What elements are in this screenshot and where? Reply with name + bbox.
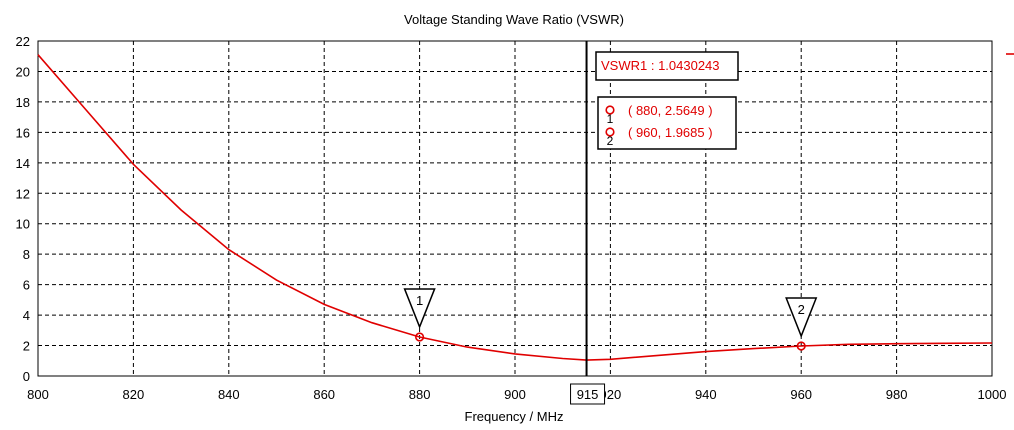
x-tick-label: 860 [313,387,335,402]
y-tick-label: 4 [23,308,30,323]
x-tick-label: 840 [218,387,240,402]
marker-1-point[interactable] [415,332,425,342]
marker-table-2-value: ( 960, 1.9685 ) [628,125,713,140]
cursor-frequency-value: 915 [577,387,599,402]
y-tick-label: 20 [16,64,30,79]
y-tick-label: 6 [23,278,30,293]
y-tick-label: 16 [16,125,30,140]
plot-frame [37,40,993,377]
x-tick-label: 800 [27,387,49,402]
markers-layer: 12 [403,288,818,351]
x-tick-label: 940 [695,387,717,402]
marker-2-point[interactable] [796,341,806,351]
cursor-readout-text: VSWR1 : 1.0430243 [601,58,720,73]
y-tick-label: 8 [23,247,30,262]
cursor-frequency-box[interactable]: 915 [570,383,606,405]
x-tick-label: 960 [790,387,812,402]
y-tick-label: 0 [23,369,30,384]
marker-1-flag[interactable] [403,288,436,329]
y-axis-ticks: 0 2 4 6 8 10 12 14 16 18 20 22 [16,34,30,384]
x-tick-label: 980 [886,387,908,402]
marker-table: 1 ( 880, 2.5649 ) 2 ( 960, 1.9685 ) [597,96,737,150]
x-axis-ticks: 800 820 840 860 880 900 920 940 960 980 1000 [27,387,1006,402]
marker-2-flag[interactable] [785,297,818,339]
marker-table-1-index: 1 [607,112,614,126]
grid-lines [38,41,992,376]
marker-1-number: 1 [416,293,423,308]
x-tick-label: 1000 [978,387,1007,402]
x-tick-label: 820 [123,387,145,402]
y-tick-label: 12 [16,186,30,201]
marker-2-number: 2 [798,302,805,317]
chart-title: Voltage Standing Wave Ratio (VSWR) [404,12,624,27]
cursor-readout-box: VSWR1 : 1.0430243 [595,51,739,81]
y-tick-label: 2 [23,339,30,354]
y-tick-label: 22 [16,34,30,49]
marker-table-1-icon [605,105,615,115]
marker-table-2-index: 2 [607,134,614,148]
x-axis-label: Frequency / MHz [465,409,564,424]
y-tick-label: 14 [16,156,30,171]
marker-table-2-icon [605,127,615,137]
marker-table-1-value: ( 880, 2.5649 ) [628,103,713,118]
x-tick-label: 880 [409,387,431,402]
y-tick-label: 18 [16,95,30,110]
vswr-series-line [37,54,993,361]
y-tick-label: 10 [16,217,30,232]
x-tick-label: 900 [504,387,526,402]
